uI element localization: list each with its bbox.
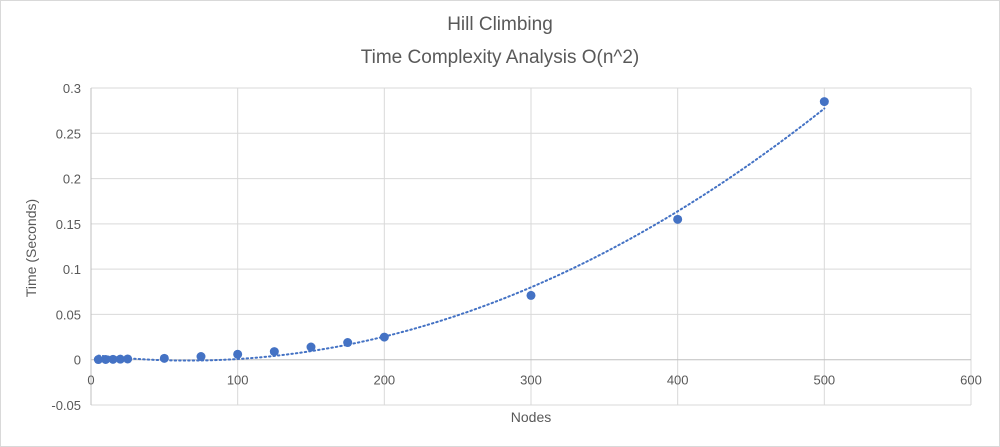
data-point bbox=[526, 290, 536, 300]
gridlines bbox=[91, 87, 972, 406]
data-point bbox=[269, 347, 279, 357]
x-tick-label: 600 bbox=[960, 373, 982, 388]
y-tick-label: 0.05 bbox=[56, 307, 81, 322]
y-tick-label: 0.25 bbox=[56, 126, 81, 141]
data-point bbox=[306, 342, 316, 352]
y-tick-label: 0.15 bbox=[56, 217, 81, 232]
chart-title-line-2: Time Complexity Analysis O(n^2) bbox=[361, 47, 640, 68]
data-point bbox=[101, 354, 111, 364]
y-tick-label: 0 bbox=[74, 353, 81, 368]
data-point bbox=[93, 355, 103, 365]
y-tick-label: 0.3 bbox=[63, 81, 81, 96]
x-tick-label: 100 bbox=[227, 373, 249, 388]
x-tick-label: 200 bbox=[373, 373, 395, 388]
x-tick-label: 300 bbox=[520, 373, 542, 388]
data-point bbox=[343, 338, 353, 348]
trendline bbox=[97, 107, 826, 362]
data-point bbox=[379, 332, 389, 342]
data-point bbox=[123, 354, 133, 364]
tick-labels: -0.05 0 0.05 0.1 0.15 0.2 0.25 0.3 0 100 200 300 400… bbox=[51, 81, 981, 413]
data-point bbox=[196, 352, 206, 362]
chart-title-line-1: Hill Climbing bbox=[447, 14, 553, 35]
data-point bbox=[233, 349, 243, 359]
y-tick-label: 0.2 bbox=[63, 172, 81, 187]
data-point bbox=[819, 97, 829, 107]
y-axis-title: Time (Seconds) bbox=[23, 199, 39, 297]
data-point bbox=[673, 214, 683, 224]
x-axis-title: Nodes bbox=[511, 409, 551, 425]
data-point bbox=[115, 354, 125, 364]
data-point bbox=[108, 354, 118, 364]
y-tick-label: -0.05 bbox=[51, 398, 81, 413]
y-tick-label: 0.1 bbox=[63, 262, 81, 277]
data-point bbox=[159, 353, 169, 363]
x-tick-label: 500 bbox=[813, 373, 835, 388]
x-tick-label: 0 bbox=[87, 373, 94, 388]
x-tick-label: 400 bbox=[667, 373, 689, 388]
data-points bbox=[93, 97, 829, 365]
